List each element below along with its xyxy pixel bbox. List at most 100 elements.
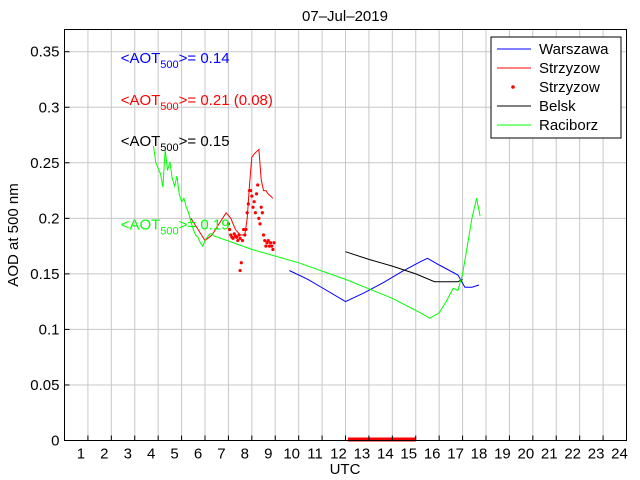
legend: Warszawa Strzyzow Strzyzow Belsk Raciborz — [490, 36, 622, 139]
y-tick-label: 0.1 — [39, 321, 60, 338]
x-tick-label: 22 — [564, 446, 581, 463]
legend-label-raciborz: Raciborz — [539, 117, 598, 134]
strzyzow-point — [259, 205, 263, 209]
x-tick-label: 18 — [471, 446, 488, 463]
strzyzow-point — [271, 247, 275, 252]
y-tick-label: 0.35 — [30, 44, 59, 61]
strzyzow-point — [256, 183, 260, 187]
strzyzow-point — [246, 202, 250, 206]
belsk-line — [345, 251, 463, 283]
strzyzow-point — [258, 222, 262, 226]
x-tick-label: 23 — [588, 446, 605, 463]
x-tick-label: 21 — [541, 446, 558, 463]
strzyzow-point — [238, 236, 242, 240]
strzyzow-point — [240, 238, 245, 243]
annotation-subscript: 500 — [160, 142, 178, 154]
strzyzow-point — [250, 194, 254, 198]
x-tick-label: 13 — [354, 446, 371, 463]
strzyzow-point — [266, 238, 270, 243]
x-tick-label: 10 — [283, 446, 300, 463]
strzyzow-point — [257, 216, 261, 220]
x-tick-label: 16 — [424, 446, 441, 463]
x-tick-label: 5 — [170, 446, 178, 463]
strzyzow-point — [244, 227, 248, 232]
mean-aot-annotation: <AOT500>= 0.19 — [121, 216, 230, 237]
x-tick-label: 20 — [517, 446, 534, 463]
x-tick-label: 2 — [100, 446, 108, 463]
x-axis-label: UTC — [330, 461, 361, 478]
series-layer — [153, 146, 481, 319]
x-tick-label: 14 — [377, 446, 394, 463]
annotation-subscript: 500 — [160, 225, 178, 237]
x-tick-label: 4 — [147, 446, 155, 463]
x-tick-label: 17 — [447, 446, 464, 463]
annotation-prefix: <AOT — [121, 50, 161, 67]
strzyzow-point — [237, 233, 241, 237]
x-tick-label: 7 — [217, 446, 225, 463]
strzyzow-point — [226, 222, 231, 226]
strzyzow-points — [226, 183, 276, 273]
annotation-prefix: <AOT — [121, 92, 161, 109]
y-tick-label: 0.3 — [39, 99, 60, 116]
strzyzow-point — [231, 236, 235, 240]
legend-label-warszawa: Warszawa — [539, 41, 609, 58]
y-tick-label: 0.25 — [30, 155, 59, 172]
x-tick-label: 1 — [77, 446, 85, 463]
strzyzow-line — [190, 148, 274, 242]
x-tick-label: 6 — [194, 446, 202, 463]
annotation-value: >= 0.14 — [179, 50, 230, 67]
y-axis-label: AOD at 500 nm — [5, 183, 22, 286]
annotation-prefix: <AOT — [121, 216, 161, 233]
strzyzow-point — [268, 241, 273, 245]
legend-label-strzyzow: Strzyzow — [539, 79, 600, 96]
strzyzow-point — [251, 205, 255, 209]
strzyzow-point — [254, 192, 259, 196]
y-tick-label: 0.05 — [30, 377, 59, 394]
x-tick-label: 19 — [494, 446, 511, 463]
strzyzow-point — [236, 238, 240, 243]
y-tick-label: 0.2 — [39, 210, 60, 227]
strzyzow-point — [245, 211, 249, 215]
strzyzow-point — [267, 244, 271, 248]
strzyzow-point — [238, 268, 242, 273]
annotation-value: >= 0.21 (0.08) — [179, 92, 273, 109]
y-tick-label: 0.15 — [30, 266, 59, 283]
strzyzow-point — [243, 233, 247, 237]
strzyzow-point — [239, 261, 243, 265]
raciborz-line — [153, 146, 481, 319]
strzyzow-point — [235, 235, 239, 239]
strzyzow-point — [249, 188, 253, 193]
x-tick-label: 11 — [307, 446, 323, 463]
strzyzow-point — [227, 227, 232, 232]
annotation-subscript: 500 — [160, 59, 178, 71]
x-tick-label: 12 — [330, 446, 347, 463]
mean-aot-annotations: <AOT500>= 0.14<AOT500>= 0.21 (0.08)<AOT5… — [121, 50, 273, 238]
strzyzow-point — [252, 200, 256, 204]
strzyzow-point — [263, 238, 267, 243]
x-tick-label: 24 — [611, 446, 628, 463]
strzyzow-point — [264, 244, 268, 248]
strzyzow-point — [261, 233, 266, 237]
annotation-value: >= 0.15 — [179, 133, 230, 150]
strzyzow-point — [253, 211, 257, 215]
strzyzow-point — [270, 244, 274, 248]
x-tick-label: 8 — [241, 446, 249, 463]
annotation-subscript: 500 — [160, 101, 178, 113]
warszawa-line — [289, 257, 480, 303]
y-tick-label: 0 — [51, 433, 59, 450]
annotation-prefix: <AOT — [121, 133, 161, 150]
legend-label-strzyzow: Strzyzow — [539, 60, 600, 77]
x-tick-label: 9 — [264, 446, 272, 463]
chart-title: 07–Jul–2019 — [302, 8, 388, 25]
mean-aot-annotation: <AOT500>= 0.21 (0.08) — [121, 92, 273, 113]
mean-aot-annotation: <AOT500>= 0.15 — [121, 133, 230, 154]
legend-swatch-strzyzow-points — [511, 85, 515, 89]
x-tick-label: 3 — [124, 446, 132, 463]
legend-label-belsk: Belsk — [539, 98, 576, 115]
x-tick-label: 15 — [400, 446, 417, 463]
mean-aot-annotation: <AOT500>= 0.14 — [121, 50, 230, 71]
annotation-value: >= 0.19 — [179, 216, 230, 233]
strzyzow-point — [272, 241, 276, 245]
strzyzow-point — [260, 211, 264, 215]
